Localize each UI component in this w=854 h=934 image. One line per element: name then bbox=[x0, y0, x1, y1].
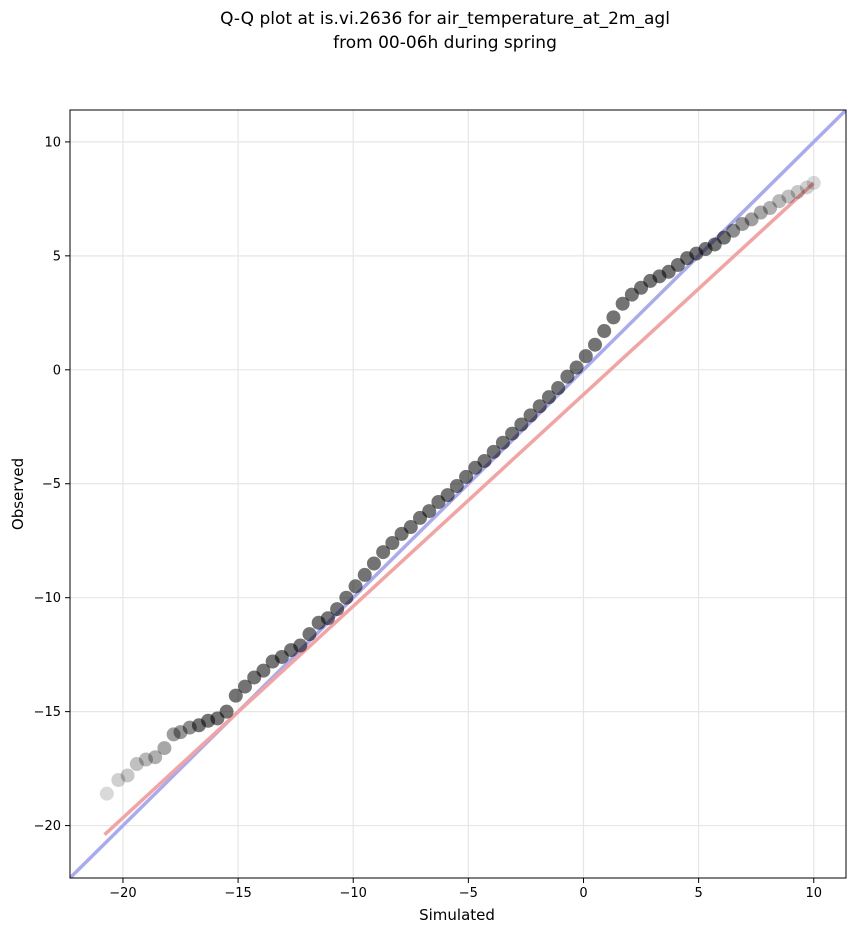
y-tick-label: 0 bbox=[53, 363, 61, 378]
x-tick-label: −20 bbox=[109, 886, 136, 901]
quantile-point bbox=[120, 768, 135, 783]
plot-area-frame bbox=[69, 109, 847, 879]
quantile-point bbox=[588, 337, 603, 352]
quantile-point bbox=[330, 602, 345, 617]
y-axis-label: Observed bbox=[9, 458, 27, 530]
quantile-point bbox=[219, 704, 234, 719]
quantile-point bbox=[505, 426, 520, 441]
quantile-point bbox=[753, 205, 768, 220]
quantile-point bbox=[138, 752, 153, 767]
quantile-point bbox=[615, 296, 630, 311]
quantile-point bbox=[486, 444, 501, 459]
quantile-point bbox=[348, 579, 363, 594]
quantile-point bbox=[238, 679, 253, 694]
quantile-point bbox=[228, 688, 243, 703]
x-axis-label: Simulated bbox=[419, 906, 495, 924]
quantile-point bbox=[735, 216, 750, 231]
y-tick-label: −5 bbox=[42, 477, 61, 492]
quantile-point bbox=[302, 627, 317, 642]
y-tick-label: 5 bbox=[53, 249, 61, 264]
quantile-point bbox=[541, 390, 556, 405]
x-tick-label: 0 bbox=[579, 886, 587, 901]
quantile-point bbox=[256, 663, 271, 678]
quantile-point bbox=[606, 310, 621, 325]
quantile-point bbox=[99, 786, 114, 801]
quantile-point bbox=[339, 590, 354, 605]
quantile-point bbox=[806, 175, 821, 190]
quantile-point bbox=[477, 453, 492, 468]
quantile-point bbox=[726, 223, 741, 238]
quantile-point bbox=[744, 212, 759, 227]
quantile-point bbox=[532, 399, 547, 414]
quantile-point bbox=[578, 349, 593, 364]
quantile-point bbox=[422, 504, 437, 519]
quantile-point bbox=[320, 611, 335, 626]
y-tick-label: −15 bbox=[34, 705, 61, 720]
quantile-point bbox=[523, 408, 538, 423]
chart-title-line-1: Q-Q plot at is.vi.2636 for air_temperatu… bbox=[220, 9, 670, 29]
quantile-point bbox=[716, 230, 731, 245]
quantile-point bbox=[597, 324, 612, 339]
quantile-point bbox=[790, 185, 805, 200]
quantile-point bbox=[560, 369, 575, 384]
x-tick-label: −10 bbox=[340, 886, 367, 901]
y-tick-label: −20 bbox=[34, 819, 61, 834]
quantile-point bbox=[376, 545, 391, 560]
quantile-point bbox=[569, 360, 584, 375]
quantile-point bbox=[111, 773, 126, 788]
y-axis-ticks: −20 −15 −10 −5 0 5 10 bbox=[34, 135, 70, 834]
quantile-point bbox=[772, 194, 787, 209]
quantile-point bbox=[366, 556, 381, 571]
quantile-point bbox=[799, 180, 814, 195]
quantile-point bbox=[385, 535, 400, 550]
y-tick-label: −10 bbox=[34, 591, 61, 606]
quantile-point bbox=[514, 417, 529, 432]
quantile-points bbox=[99, 175, 821, 801]
quantile-point bbox=[551, 381, 566, 396]
quantile-point bbox=[173, 725, 188, 740]
quantile-point bbox=[440, 488, 455, 503]
y-tick-label: 10 bbox=[44, 135, 61, 150]
quantile-point bbox=[763, 200, 778, 215]
quantile-point bbox=[403, 520, 418, 535]
x-tick-label: −15 bbox=[224, 886, 251, 901]
quantile-point bbox=[293, 638, 308, 653]
x-tick-label: 10 bbox=[805, 886, 822, 901]
quantile-point bbox=[495, 435, 510, 450]
fit-line bbox=[103, 181, 815, 836]
chart-title-line-2: from 00-06h during spring bbox=[333, 33, 557, 53]
x-tick-label: 5 bbox=[694, 886, 702, 901]
quantile-point bbox=[166, 727, 181, 742]
x-axis-ticks: −20 −15 −10 −5 0 5 10 bbox=[109, 878, 822, 901]
quantile-point bbox=[781, 189, 796, 204]
grid-lines bbox=[70, 110, 846, 878]
x-tick-label: −5 bbox=[459, 886, 478, 901]
quantile-point bbox=[459, 469, 474, 484]
quantile-point bbox=[449, 479, 464, 494]
quantile-point bbox=[357, 567, 372, 582]
quantile-point bbox=[157, 741, 172, 756]
quantile-point bbox=[129, 757, 144, 772]
quantile-point bbox=[148, 750, 163, 765]
